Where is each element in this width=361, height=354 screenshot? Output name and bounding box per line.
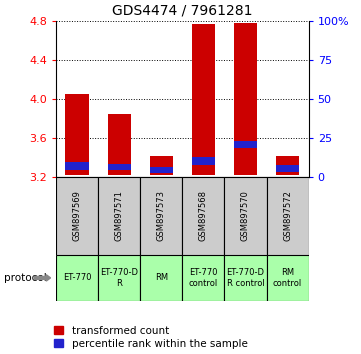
- Text: ET-770-D
R control: ET-770-D R control: [226, 268, 265, 287]
- Bar: [182, 255, 225, 301]
- Text: GSM897568: GSM897568: [199, 190, 208, 241]
- Text: ET-770-D
R: ET-770-D R: [100, 268, 138, 287]
- Bar: [225, 177, 266, 255]
- Text: RM: RM: [155, 273, 168, 282]
- Bar: [98, 177, 140, 255]
- Text: GSM897572: GSM897572: [283, 190, 292, 241]
- Bar: [150, 156, 173, 175]
- Bar: [56, 255, 98, 301]
- Bar: [276, 165, 299, 172]
- Bar: [65, 94, 88, 175]
- Bar: [266, 177, 309, 255]
- Text: ET-770: ET-770: [63, 273, 91, 282]
- Bar: [65, 162, 88, 170]
- Bar: [108, 164, 131, 170]
- Bar: [98, 255, 140, 301]
- Text: GSM897569: GSM897569: [73, 190, 82, 241]
- Bar: [266, 255, 309, 301]
- Bar: [276, 156, 299, 175]
- Title: GDS4474 / 7961281: GDS4474 / 7961281: [112, 3, 253, 17]
- Text: GSM897570: GSM897570: [241, 190, 250, 241]
- Bar: [150, 167, 173, 173]
- Text: GSM897571: GSM897571: [115, 190, 123, 241]
- Bar: [108, 114, 131, 175]
- Bar: [225, 255, 266, 301]
- Bar: [140, 255, 182, 301]
- Bar: [234, 23, 257, 175]
- Bar: [192, 24, 215, 175]
- Bar: [192, 157, 215, 165]
- Bar: [56, 177, 98, 255]
- Bar: [234, 142, 257, 148]
- Text: ET-770
control: ET-770 control: [189, 268, 218, 287]
- Bar: [182, 177, 225, 255]
- Legend: transformed count, percentile rank within the sample: transformed count, percentile rank withi…: [54, 326, 248, 349]
- Text: GSM897573: GSM897573: [157, 190, 166, 241]
- Text: protocol: protocol: [4, 273, 46, 283]
- Text: RM
control: RM control: [273, 268, 302, 287]
- Bar: [140, 177, 182, 255]
